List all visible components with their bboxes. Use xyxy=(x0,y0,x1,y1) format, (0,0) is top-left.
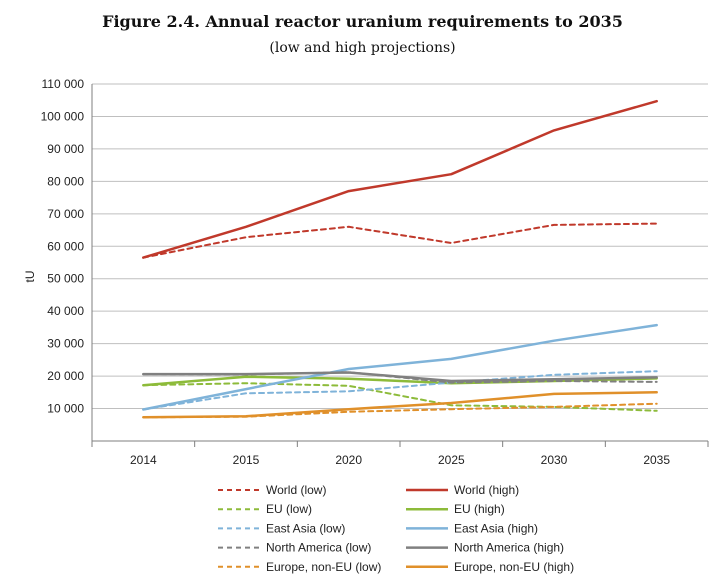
y-tick-label: 110 000 xyxy=(42,77,85,91)
legend-label: World (high) xyxy=(454,483,519,497)
series-line-world-high xyxy=(142,99,658,259)
series-line-east-asia-low xyxy=(142,370,658,411)
y-tick-label: 90 000 xyxy=(47,142,84,156)
y-tick-label: 50 000 xyxy=(47,272,84,286)
y-tick-label: 30 000 xyxy=(47,337,84,351)
y-tick-label: 80 000 xyxy=(47,174,84,188)
x-tick-label: 2015 xyxy=(233,453,260,467)
axes: 10 000 20 000 30 000 40 000 50 000 60 000 70 0… xyxy=(23,77,709,467)
series-line-world-low xyxy=(142,222,658,259)
legend-label: East Asia (low) xyxy=(266,521,345,535)
x-tick-label: 2035 xyxy=(643,453,670,467)
x-tick-label: 2030 xyxy=(541,453,568,467)
legend-label: Europe, non-EU (low) xyxy=(266,560,381,574)
legend-label: EU (high) xyxy=(454,502,505,516)
y-tick-label: 70 000 xyxy=(47,207,84,221)
legend-label: East Asia (high) xyxy=(454,521,538,535)
series-line-east-asia-high xyxy=(142,323,658,411)
y-tick-label: 60 000 xyxy=(47,239,84,253)
x-tick-label: 2020 xyxy=(335,453,362,467)
x-tick-label: 2014 xyxy=(130,453,157,467)
x-tick-label: 2025 xyxy=(438,453,465,467)
series-lines xyxy=(142,99,658,419)
gridlines xyxy=(92,83,708,410)
legend-label: EU (low) xyxy=(266,502,312,516)
legend-label: North America (low) xyxy=(266,541,371,555)
y-tick-label: 40 000 xyxy=(47,304,84,318)
y-tick-label: 100 000 xyxy=(41,109,85,123)
y-tick-label: 10 000 xyxy=(47,402,84,416)
legend-label: North America (high) xyxy=(454,541,564,555)
legend-label: Europe, non-EU (high) xyxy=(454,560,574,574)
chart-subtitle: (low and high projections) xyxy=(269,40,456,56)
chart-title: Figure 2.4. Annual reactor uranium requi… xyxy=(102,12,623,31)
y-axis-label: tU xyxy=(23,271,37,283)
legend-label: World (low) xyxy=(266,483,326,497)
series-line-europe-non-eu-high xyxy=(142,391,658,419)
y-tick-label: 20 000 xyxy=(47,369,84,383)
series-line-north-america-high xyxy=(142,371,658,383)
legend: World (low) World (high) EU (low) EU (high)… xyxy=(218,483,574,574)
series-line-eu-low xyxy=(142,382,658,412)
